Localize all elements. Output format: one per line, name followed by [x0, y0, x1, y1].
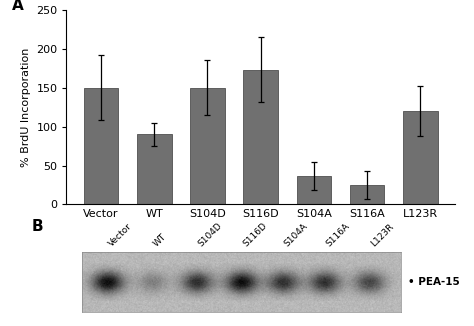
Text: S116A: S116A — [324, 221, 351, 248]
Bar — [137, 134, 172, 204]
Text: Vector: Vector — [108, 222, 134, 248]
Y-axis label: % BrdU Incorporation: % BrdU Incorporation — [21, 47, 31, 167]
Bar — [403, 111, 438, 204]
Text: WT: WT — [152, 232, 168, 248]
Bar — [243, 70, 278, 204]
Text: S116D: S116D — [241, 221, 269, 248]
Text: B: B — [31, 218, 43, 233]
Bar — [190, 88, 225, 204]
Text: A: A — [12, 0, 24, 13]
Bar — [350, 185, 384, 204]
Bar — [297, 176, 331, 204]
Bar — [84, 88, 118, 204]
Text: • PEA-15: • PEA-15 — [409, 277, 460, 287]
Text: S104D: S104D — [197, 221, 224, 248]
Text: S104A: S104A — [283, 222, 310, 248]
Text: L123R: L123R — [369, 222, 395, 248]
